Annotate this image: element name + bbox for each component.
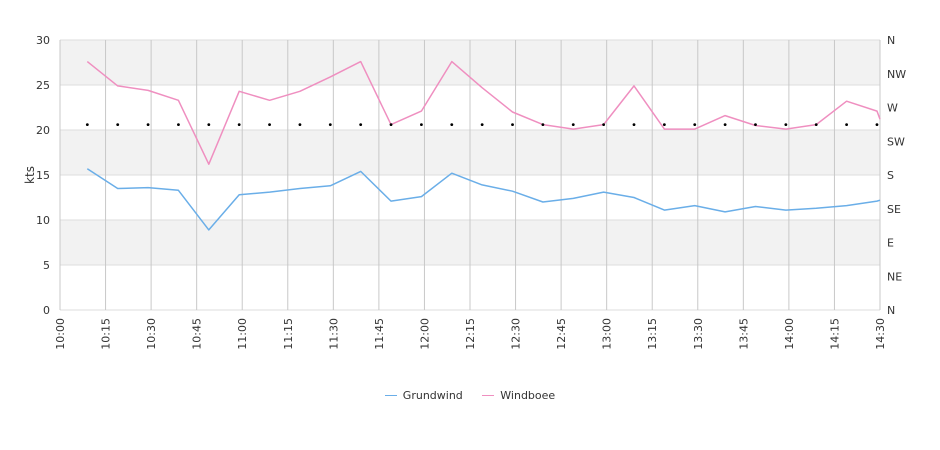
wind-direction-marker <box>146 123 150 126</box>
x-tick-label: 14:00 <box>783 318 796 350</box>
series-line-grundwind <box>86 168 881 231</box>
legend: Grundwind Windboee <box>0 386 940 402</box>
y2-tick-label: W <box>887 102 898 115</box>
y2-tick-label: N <box>887 304 895 317</box>
legend-swatch-grundwind <box>384 395 397 396</box>
y2-tick-label: N <box>887 34 895 47</box>
y-tick-label: 30 <box>36 34 50 47</box>
x-tick-label: 10:15 <box>100 318 113 350</box>
series-line-windboee <box>86 60 881 165</box>
legend-item-windboee[interactable]: Windboee <box>482 389 555 402</box>
wind-direction-marker <box>177 123 180 126</box>
wind-direction-marker <box>237 123 241 126</box>
y2-tick-label: E <box>887 237 894 250</box>
wind-direction-marker <box>693 123 697 126</box>
wind-direction-marker <box>359 123 363 126</box>
wind-direction-marker <box>723 123 727 126</box>
x-axis-tick-labels: 10:00 10:15 10:30 10:45 11:00 11:15 11:30 11:45… <box>54 318 887 350</box>
wind-direction-marker <box>420 123 423 126</box>
x-tick-label: 12:15 <box>464 318 477 350</box>
legend-swatch-windboee <box>482 395 495 396</box>
y2-tick-label: NW <box>887 68 906 81</box>
wind-direction-marker <box>85 123 89 126</box>
wind-direction-marker <box>480 123 484 126</box>
wind-direction-marker <box>602 123 606 126</box>
legend-label-windboee: Windboee <box>500 389 556 402</box>
wind-direction-marker <box>814 123 818 126</box>
legend-item-grundwind[interactable]: Grundwind <box>384 389 463 402</box>
x-tick-label: 13:45 <box>737 318 750 350</box>
wind-direction-marker <box>875 123 879 126</box>
x-tick-label: 12:30 <box>510 318 523 350</box>
y2-axis-direction-labels: N NE E SE S SW W NW N <box>887 34 906 317</box>
legend-label-grundwind: Grundwind <box>402 389 463 402</box>
x-tick-label: 11:15 <box>282 318 295 350</box>
y2-tick-label: SE <box>887 203 901 216</box>
y-tick-label: 15 <box>36 169 50 182</box>
data-series <box>86 60 881 231</box>
x-tick-label: 11:00 <box>236 318 249 350</box>
wind-direction-marker <box>450 123 454 126</box>
y-tick-label: 10 <box>36 214 50 227</box>
vertical-grid-lines <box>59 40 881 310</box>
wind-direction-marker <box>784 123 788 126</box>
x-tick-label: 12:00 <box>418 318 431 350</box>
x-tick-label: 13:30 <box>692 318 705 350</box>
wind-direction-marker <box>389 123 393 126</box>
y-axis-tick-labels: 0 5 10 15 20 25 30 <box>36 34 50 317</box>
wind-direction-marker <box>207 123 211 126</box>
wind-direction-marker <box>511 123 514 126</box>
x-tick-label: 13:15 <box>646 318 659 350</box>
x-tick-label: 11:30 <box>327 318 340 350</box>
y2-tick-label: SW <box>887 135 905 148</box>
y-tick-label: 25 <box>36 79 50 92</box>
wind-direction-marker <box>754 123 757 126</box>
y-tick-label: 0 <box>43 304 50 317</box>
x-tick-label: 11:45 <box>373 318 386 350</box>
x-tick-label: 10:30 <box>145 318 158 350</box>
y2-tick-label: S <box>887 169 894 182</box>
x-tick-label: 14:30 <box>874 318 887 350</box>
x-tick-label: 13:00 <box>601 318 614 350</box>
wind-direction-marker <box>541 123 545 126</box>
wind-direction-marker <box>845 123 848 126</box>
wind-direction-marker <box>662 123 666 126</box>
wind-direction-marker <box>571 123 575 126</box>
wind-direction-marker <box>116 123 120 126</box>
wind-direction-marker <box>632 123 636 126</box>
x-tick-label: 14:15 <box>828 318 841 350</box>
y-axis-label: kts <box>23 166 37 184</box>
wind-direction-marker <box>328 123 332 126</box>
wind-direction-marker <box>268 123 271 126</box>
x-tick-label: 10:00 <box>54 318 67 350</box>
wind-direction-marker <box>298 123 302 126</box>
y2-tick-label: NE <box>887 270 902 283</box>
direction-markers <box>85 123 879 126</box>
x-tick-label: 12:45 <box>555 318 568 350</box>
x-tick-label: 10:45 <box>191 318 204 350</box>
y-tick-label: 20 <box>36 124 50 137</box>
y-tick-label: 5 <box>43 259 50 272</box>
